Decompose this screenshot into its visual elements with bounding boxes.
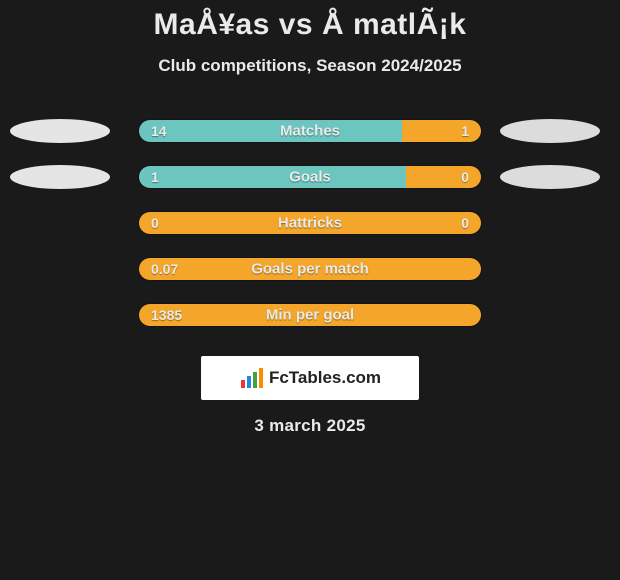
stat-bar: 0 0 Hattricks — [138, 211, 482, 235]
stat-label: Hattricks — [278, 215, 342, 232]
brand-bars-icon — [239, 366, 263, 390]
stat-label: Goals — [289, 169, 331, 186]
stat-row: 1 0 Goals — [0, 154, 620, 200]
stat-row: 0.07 Goals per match — [0, 246, 620, 292]
stat-value-left: 14 — [151, 123, 167, 139]
stat-value-left: 0.07 — [151, 261, 178, 277]
stat-seg-right — [406, 166, 481, 188]
stat-value-right: 0 — [461, 215, 469, 231]
stat-value-left: 1385 — [151, 307, 182, 323]
stat-row: 0 0 Hattricks — [0, 200, 620, 246]
date-label: 3 march 2025 — [0, 416, 620, 436]
stat-label: Goals per match — [251, 261, 369, 278]
stat-bar: 1385 Min per goal — [138, 303, 482, 327]
brand-badge[interactable]: FcTables.com — [201, 356, 419, 400]
comparison-rows: 14 1 Matches 1 0 Goals 0 0 Hattricks 0.07 Goals pe… — [0, 108, 620, 338]
stat-value-left: 0 — [151, 215, 159, 231]
player2-marker — [500, 119, 600, 143]
subtitle: Club competitions, Season 2024/2025 — [0, 56, 620, 76]
stat-label: Min per goal — [266, 307, 354, 324]
player2-marker — [500, 165, 600, 189]
player1-marker — [10, 119, 110, 143]
stat-bar: 1 0 Goals — [138, 165, 482, 189]
stat-row: 1385 Min per goal — [0, 292, 620, 338]
stat-seg-left — [139, 166, 406, 188]
stat-row: 14 1 Matches — [0, 108, 620, 154]
brand-text: FcTables.com — [269, 368, 381, 388]
stat-bar: 14 1 Matches — [138, 119, 482, 143]
stat-value-right: 0 — [461, 169, 469, 185]
page-title: MaÅ¥as vs Å matlÃ¡k — [0, 0, 620, 42]
stat-seg-left — [139, 120, 402, 142]
stat-label: Matches — [280, 123, 340, 140]
stat-value-left: 1 — [151, 169, 159, 185]
stat-bar: 0.07 Goals per match — [138, 257, 482, 281]
stat-value-right: 1 — [461, 123, 469, 139]
player1-marker — [10, 165, 110, 189]
